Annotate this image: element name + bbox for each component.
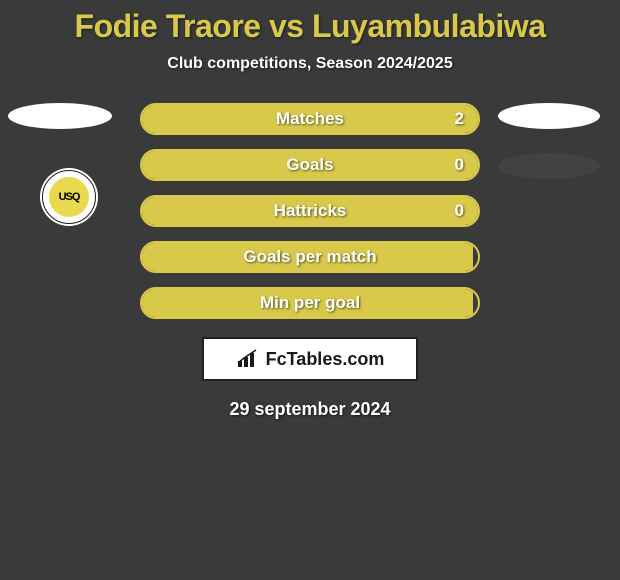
stat-bar-value: 0 xyxy=(455,201,464,221)
player-left-placeholder xyxy=(8,103,112,129)
stat-bar-value: 0 xyxy=(455,155,464,175)
stat-bar-value: 2 xyxy=(455,109,464,129)
stat-bar: Matches 2 xyxy=(140,103,480,135)
brand-text: FcTables.com xyxy=(266,349,385,370)
stat-bar-label: Hattricks xyxy=(274,201,347,221)
stat-bar-label: Goals per match xyxy=(243,247,376,267)
player-right-placeholder-2 xyxy=(498,153,600,179)
stat-bar: Min per goal xyxy=(140,287,480,319)
player-right-placeholder xyxy=(498,103,600,129)
snapshot-date: 29 september 2024 xyxy=(0,399,620,420)
comparison-title: Fodie Traore vs Luyambulabiwa xyxy=(0,0,620,45)
stat-bar-label: Min per goal xyxy=(260,293,360,313)
comparison-subtitle: Club competitions, Season 2024/2025 xyxy=(0,55,620,73)
stat-bar-label: Goals xyxy=(286,155,333,175)
brand-box: FcTables.com xyxy=(202,337,418,381)
stat-bar: Goals per match xyxy=(140,241,480,273)
stat-bar: Hattricks 0 xyxy=(140,195,480,227)
stat-bar-label: Matches xyxy=(276,109,344,129)
stat-bars: Matches 2 Goals 0 Hattricks 0 Goals per match M… xyxy=(140,103,480,319)
comparison-body: USQ Matches 2 Goals 0 Hattricks 0 Goals per ma… xyxy=(0,103,620,420)
club-badge-ring xyxy=(42,170,96,224)
brand-chart-icon xyxy=(236,349,260,369)
stat-bar: Goals 0 xyxy=(140,149,480,181)
club-badge: USQ xyxy=(40,168,98,226)
